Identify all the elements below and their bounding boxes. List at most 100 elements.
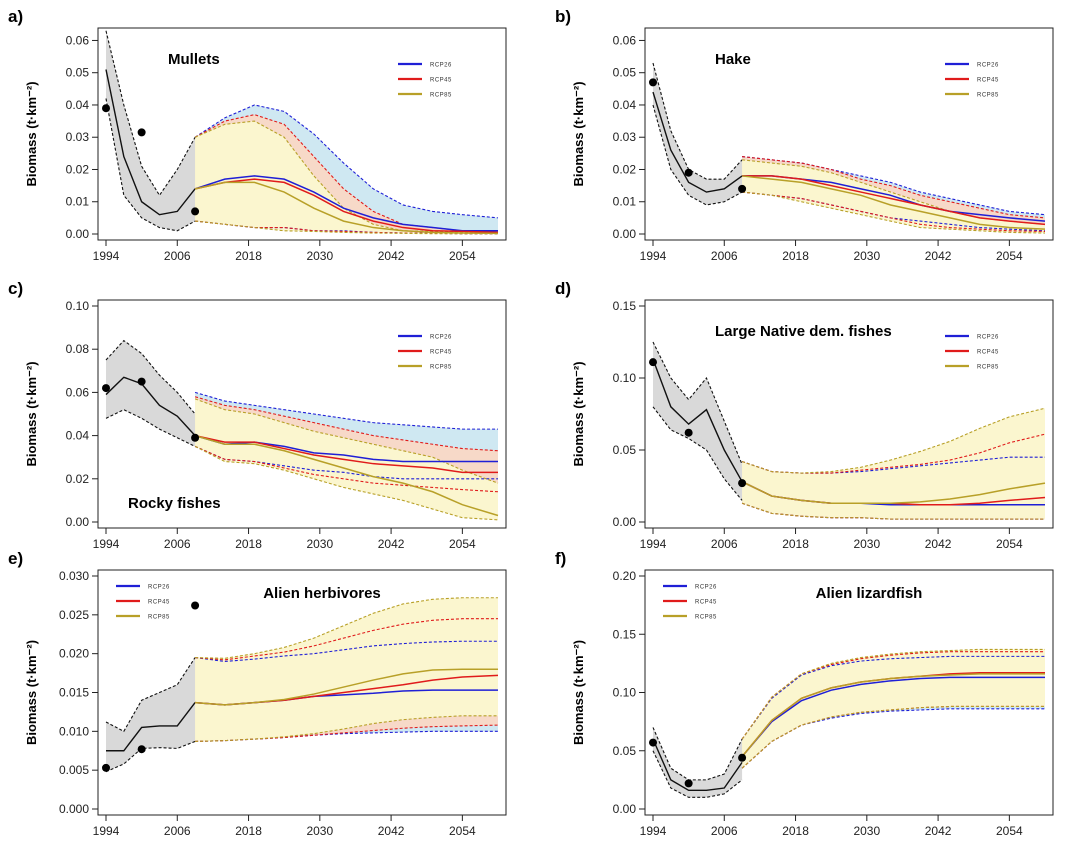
x-tick-label: 2054 [449,824,476,838]
observed-point [649,78,657,87]
series-rcp85-lower [741,705,1045,769]
series-rcp26-mean [194,175,498,232]
series-rcp45-upper [742,156,1046,219]
y-tick-label: 0.10 [613,371,637,385]
hindcast-lower [105,98,196,232]
legend-label-rcp45: RCP45 [148,600,170,606]
x-tick-label: 2042 [378,249,405,263]
series-rcp85-upper [195,597,498,659]
y-tick-label: 0.15 [613,627,637,641]
y-tick-label: 0.03 [613,130,637,144]
x-tick-label: 2006 [711,824,738,838]
hindcast-lower [105,409,196,447]
observed-point [649,358,657,367]
y-axis-label: Biomass (t·km⁻²) [571,640,586,745]
y-tick-label: 0.15 [613,299,637,313]
y-tick-label: 0.030 [59,569,89,583]
hindcast-band [653,342,743,501]
y-tick-label: 0.05 [613,66,637,80]
y-axis-label: Biomass (t·km⁻²) [571,361,586,466]
x-tick-label: 1994 [640,824,667,838]
series-rcp85-lower [194,445,499,521]
x-tick-label: 2006 [164,537,191,551]
y-axis-label: Biomass (t·km⁻²) [24,81,39,186]
panel-e: 0.000 0.005 0.010 0.015 0.020 0.025 0.030 1994 2… [8,549,507,838]
series-rcp45-upper [194,396,499,452]
panel-label: c) [8,279,23,298]
observed-point [102,384,110,393]
legend-label-rcp45: RCP45 [430,350,452,356]
band-rcp85 [195,597,498,742]
observed-point [102,104,110,113]
y-tick-label: 0.04 [66,429,90,443]
y-tick-label: 0.00 [66,515,90,529]
series-rcp26-mean [741,676,1045,758]
y-tick-label: 0.06 [66,33,90,47]
y-tick-label: 0.015 [59,686,89,700]
series-rcp45-lower [195,724,499,742]
y-tick-label: 0.20 [613,569,637,583]
y-tick-label: 0.05 [613,744,637,758]
observed-point [137,745,146,754]
y-tick-label: 0.020 [59,647,89,661]
hindcast-band [653,63,743,205]
x-tick-label: 1994 [640,249,667,263]
plot-area [102,597,499,773]
panel-label: f) [555,549,566,568]
x-tick-label: 2018 [782,537,809,551]
hindcast-upper [105,30,196,197]
series-rcp85-mean [742,175,1046,230]
chart-title: Large Native dem. fishes [715,323,892,340]
legend: RCP26 RCP45 RCP85 [945,63,999,99]
hindcast-upper [652,62,743,180]
plot-frame [97,299,507,529]
series-rcp85-mean [741,481,1046,505]
hindcast-lower [652,750,743,798]
observed-point [684,779,693,788]
plot-area [102,339,499,521]
hindcast-mean [105,376,196,437]
y-tick-label: 0.06 [66,385,90,399]
x-tick-label: 2006 [711,537,738,551]
x-tick-label: 1994 [93,537,120,551]
x-tick-label: 2030 [853,537,880,551]
series-rcp85-upper [194,120,498,233]
series-rcp26-upper [194,391,498,430]
x-tick-label: 2042 [925,249,952,263]
legend-label-rcp45: RCP45 [977,78,999,84]
y-tick-label: 0.000 [59,802,89,816]
x-tick-label: 2030 [853,824,880,838]
plot-area [649,62,1046,234]
x-tick-label: 2018 [782,824,809,838]
y-axis-label: Biomass (t·km⁻²) [24,361,39,466]
y-axis-label: Biomass (t·km⁻²) [24,640,39,745]
series-rcp85-mean [195,668,498,706]
x-tick-label: 2030 [853,249,880,263]
plot-area [102,30,499,235]
x-tick-label: 2042 [378,824,405,838]
legend-label-rcp26: RCP26 [695,585,717,591]
hindcast-upper [652,341,743,465]
y-axis-label: Biomass (t·km⁻²) [571,81,586,186]
hindcast-band [653,727,743,798]
x-tick-label: 2042 [378,537,405,551]
hindcast-mean [652,359,743,483]
x-tick-label: 2018 [235,537,262,551]
series-rcp45-mean [194,178,499,234]
y-tick-label: 0.02 [613,162,637,176]
y-tick-label: 0.00 [613,515,637,529]
y-tick-label: 0.01 [613,195,637,209]
series-rcp45-upper [195,618,498,661]
panel-f: 0.00 0.05 0.10 0.15 0.20 1994 2006 2018 2030 2042… [555,549,1054,838]
observed-point [684,428,693,437]
y-tick-label: 0.06 [613,33,637,47]
observed-point [738,184,747,193]
series-rcp45-mean [194,434,498,474]
plot-area [649,648,1045,798]
y-tick-label: 0.04 [66,98,90,112]
x-tick-label: 2054 [996,824,1023,838]
series-rcp45-lower [194,445,499,493]
panel-label: e) [8,549,23,568]
series-rcp45-mean [742,175,1046,226]
